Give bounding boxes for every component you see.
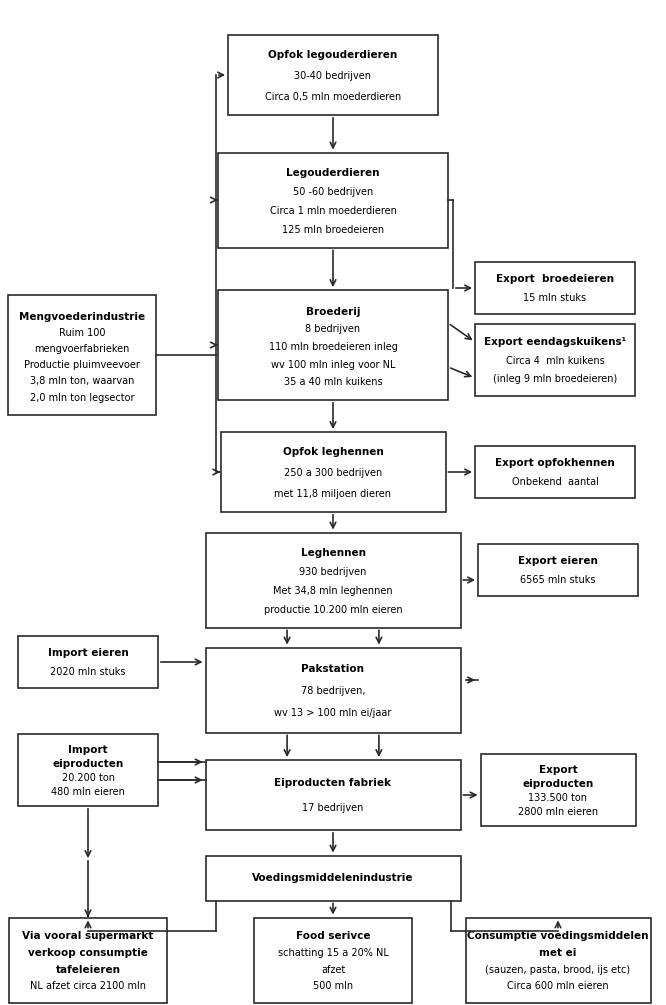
Text: schatting 15 a 20% NL: schatting 15 a 20% NL (278, 948, 388, 958)
Bar (478, 544, 638, 596)
Text: 110 mln broedeieren inleg: 110 mln broedeieren inleg (268, 342, 398, 352)
Bar (206, 647, 460, 733)
Text: 30-40 bedrijven: 30-40 bedrijven (294, 71, 372, 81)
Bar (228, 35, 438, 115)
Text: Via vooral supermarkt: Via vooral supermarkt (23, 931, 154, 941)
Text: 125 mln broedeieren: 125 mln broedeieren (282, 224, 384, 234)
Text: 2800 mln eieren: 2800 mln eieren (518, 807, 598, 817)
Bar (254, 918, 412, 1003)
Text: Broederij: Broederij (306, 307, 360, 317)
Text: Pakstation: Pakstation (302, 664, 364, 674)
Text: mengvoerfabrieken: mengvoerfabrieken (35, 344, 130, 354)
Text: productie 10.200 mln eieren: productie 10.200 mln eieren (264, 605, 402, 615)
Text: 15 mln stuks: 15 mln stuks (523, 292, 587, 303)
Text: 3,8 mln ton, waarvan: 3,8 mln ton, waarvan (30, 377, 134, 387)
Text: Mengvoederindustrie: Mengvoederindustrie (19, 312, 145, 322)
Text: Export eieren: Export eieren (518, 556, 598, 566)
Text: Eiproducten fabriek: Eiproducten fabriek (274, 778, 392, 788)
Text: Export opfokhennen: Export opfokhennen (495, 457, 615, 467)
Text: 78 bedrijven,: 78 bedrijven, (301, 686, 365, 696)
Text: met ei: met ei (539, 948, 577, 958)
Text: Food serivce: Food serivce (296, 931, 370, 941)
Text: Circa 600 mln eieren: Circa 600 mln eieren (507, 982, 609, 992)
Text: Import: Import (68, 745, 108, 755)
Text: (sauzen, pasta, brood, ijs etc): (sauzen, pasta, brood, ijs etc) (486, 965, 631, 975)
Bar (18, 636, 158, 688)
Text: Opfok leghennen: Opfok leghennen (282, 447, 384, 457)
Text: wv 100 mln inleg voor NL: wv 100 mln inleg voor NL (271, 360, 395, 370)
Text: 17 bedrijven: 17 bedrijven (302, 803, 364, 813)
Text: verkoop consumptie: verkoop consumptie (28, 948, 148, 958)
Bar (466, 918, 651, 1003)
Text: afzet: afzet (321, 965, 345, 975)
Text: Legouderdieren: Legouderdieren (286, 168, 380, 178)
Text: (inleg 9 mln broedeieren): (inleg 9 mln broedeieren) (493, 375, 617, 385)
Text: 2,0 mln ton legsector: 2,0 mln ton legsector (30, 393, 135, 403)
Text: 133.500 ton: 133.500 ton (529, 793, 587, 803)
Text: Opfok legouderdieren: Opfok legouderdieren (268, 50, 398, 60)
Text: Import eieren: Import eieren (48, 648, 129, 657)
Text: 2020 mln stuks: 2020 mln stuks (50, 667, 126, 677)
Text: 20.200 ton: 20.200 ton (61, 773, 115, 783)
Text: 50 -60 bedrijven: 50 -60 bedrijven (293, 187, 373, 197)
Text: 500 mln: 500 mln (313, 982, 353, 992)
Text: Voedingsmiddelenindustrie: Voedingsmiddelenindustrie (252, 872, 414, 882)
Bar (8, 295, 156, 415)
Text: met 11,8 miljoen dieren: met 11,8 miljoen dieren (274, 488, 392, 498)
Text: Onbekend  aantal: Onbekend aantal (511, 477, 599, 487)
Text: Circa 0,5 mln moederdieren: Circa 0,5 mln moederdieren (265, 91, 401, 102)
Bar (475, 324, 635, 396)
Text: 8 bedrijven: 8 bedrijven (306, 325, 360, 335)
Bar (206, 533, 460, 627)
Text: NL afzet circa 2100 mln: NL afzet circa 2100 mln (30, 982, 146, 992)
Text: Export: Export (539, 765, 577, 775)
Text: Productie pluimveevoer: Productie pluimveevoer (24, 360, 140, 370)
Text: eiproducten: eiproducten (522, 779, 593, 789)
Text: Consumptie voedingsmiddelen: Consumptie voedingsmiddelen (468, 931, 649, 941)
Text: Met 34,8 mln leghennen: Met 34,8 mln leghennen (273, 586, 393, 596)
Text: Leghennen: Leghennen (300, 549, 366, 558)
Text: Export  broedeieren: Export broedeieren (496, 273, 614, 283)
Text: 35 a 40 mln kuikens: 35 a 40 mln kuikens (284, 377, 382, 387)
Bar (480, 754, 635, 826)
Text: Export eendagskuikens¹: Export eendagskuikens¹ (484, 338, 626, 348)
Text: 930 bedrijven: 930 bedrijven (299, 567, 367, 577)
Bar (220, 432, 446, 512)
Text: Circa 4  mln kuikens: Circa 4 mln kuikens (505, 356, 604, 366)
Bar (206, 760, 460, 830)
Bar (475, 262, 635, 314)
Text: Ruim 100: Ruim 100 (59, 328, 105, 338)
Bar (18, 734, 158, 806)
Bar (218, 153, 448, 247)
Bar (206, 855, 460, 900)
Bar (218, 290, 448, 400)
Text: Circa 1 mln moederdieren: Circa 1 mln moederdieren (270, 206, 396, 216)
Bar (9, 918, 167, 1003)
Text: 250 a 300 bedrijven: 250 a 300 bedrijven (284, 468, 382, 478)
Text: 480 mln eieren: 480 mln eieren (51, 788, 125, 797)
Text: wv 13 > 100 mln ei/jaar: wv 13 > 100 mln ei/jaar (274, 708, 392, 718)
Text: tafeleieren: tafeleieren (55, 965, 121, 975)
Text: 6565 mln stuks: 6565 mln stuks (520, 575, 596, 585)
Text: eiproducten: eiproducten (53, 759, 124, 769)
Bar (475, 446, 635, 498)
